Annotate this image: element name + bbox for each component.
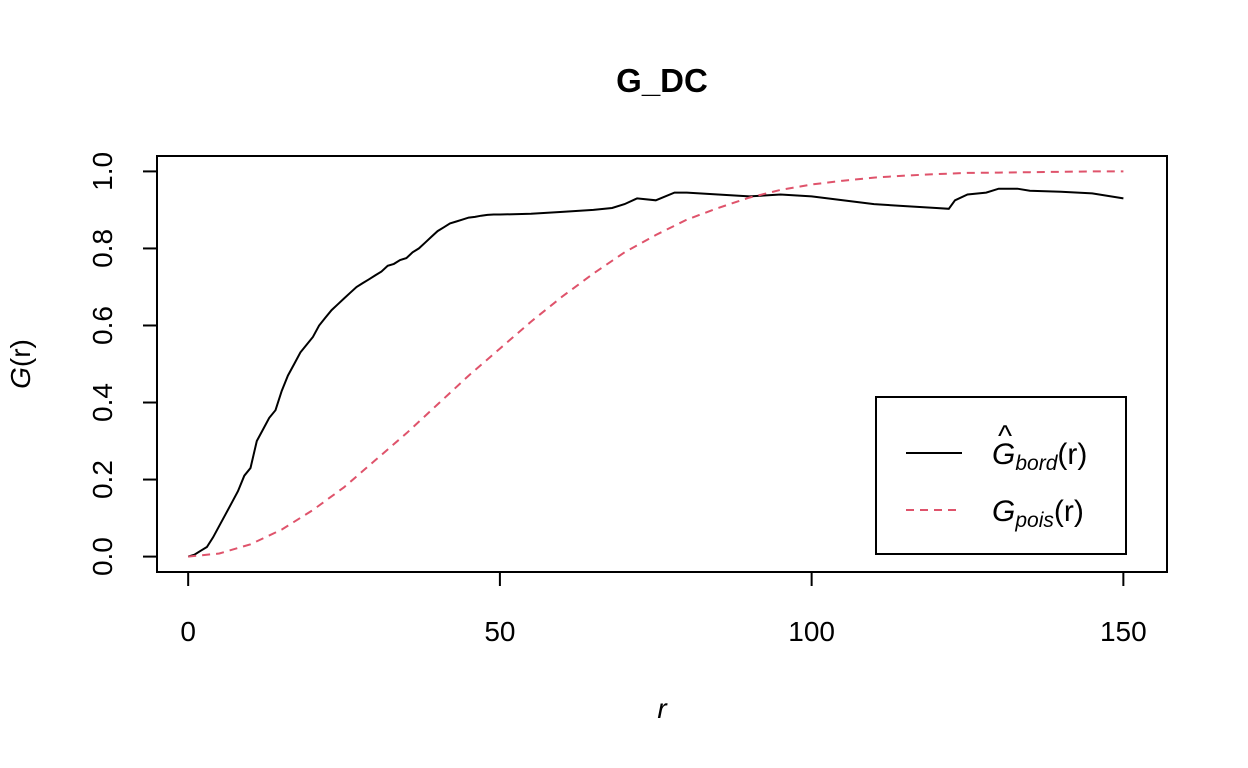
legend-sub-1: pois <box>1014 509 1054 532</box>
series-line-1 <box>188 170 1124 558</box>
x-tick-label: 0 <box>180 616 196 647</box>
legend-label-0: Gbord(r) <box>992 438 1087 475</box>
legend-main-0: G <box>992 438 1015 471</box>
y-axis-label-main: G <box>5 367 36 389</box>
y-tick-label: 0.2 <box>87 460 118 499</box>
y-tick-label: 0.6 <box>87 306 118 345</box>
y-axis-label-arg: (r) <box>5 339 36 367</box>
y-tick-label: 0.8 <box>87 229 118 268</box>
legend-box <box>875 396 1127 555</box>
legend-main-1: G <box>992 495 1015 528</box>
legend-sub-0: bord <box>1015 452 1058 475</box>
y-tick-label: 0.4 <box>87 383 118 422</box>
x-tick-label: 150 <box>1100 616 1147 647</box>
y-axis-label: G(r) <box>5 339 36 389</box>
x-axis-label: r <box>657 693 668 724</box>
x-tick-label: 50 <box>484 616 515 647</box>
legend-arg-1: (r) <box>1054 495 1084 528</box>
x-axis: 0 50 100 150 <box>180 571 1147 647</box>
legend: Gbord(r) ^ Gpois(r) <box>875 396 1127 555</box>
y-axis: 0.0 0.2 0.4 0.6 0.8 1.0 <box>87 152 158 576</box>
legend-arg-0: (r) <box>1057 438 1087 471</box>
y-tick-label: 0.0 <box>87 537 118 576</box>
chart-title: G_DC <box>616 62 708 99</box>
y-tick-label: 1.0 <box>87 152 118 191</box>
legend-hat-0: ^ <box>998 420 1012 453</box>
legend-label-1: Gpois(r) <box>992 495 1084 532</box>
series-line-0 <box>187 187 1124 558</box>
series-layer <box>187 170 1124 558</box>
x-tick-label: 100 <box>788 616 835 647</box>
